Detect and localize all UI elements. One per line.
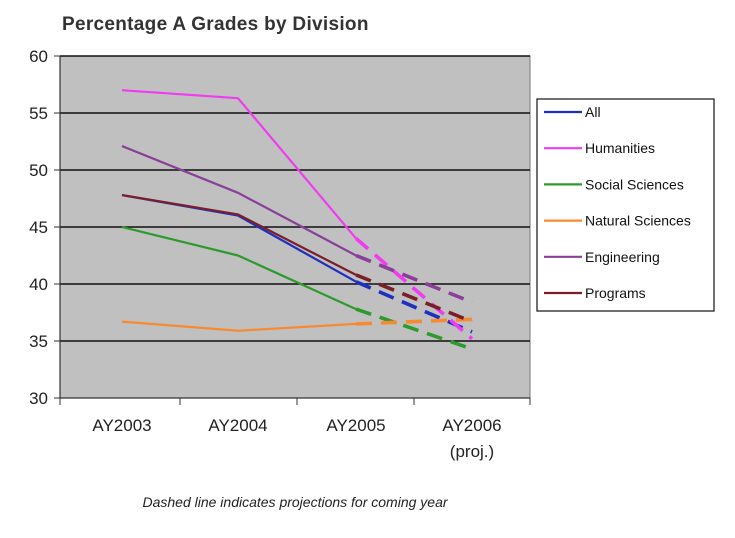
series-line	[121, 193, 357, 276]
legend-item: Social Sciences	[544, 176, 684, 192]
series-natural-sciences	[121, 317, 473, 332]
x-tick-label: AY2003	[92, 416, 151, 435]
series-projection	[355, 273, 473, 324]
y-tick-label: 60	[29, 47, 48, 66]
legend-label: Humanities	[585, 140, 655, 156]
series-projection	[354, 237, 474, 341]
legend-item: Humanities	[544, 140, 655, 156]
gridlines	[60, 55, 530, 342]
legend-label: Engineering	[585, 249, 660, 265]
legend-item: All	[544, 104, 601, 120]
legend-label: All	[585, 104, 601, 120]
series-line	[121, 145, 357, 257]
legend-item: Programs	[544, 285, 646, 301]
legend-item: Natural Sciences	[544, 213, 691, 229]
series-projection	[355, 317, 473, 326]
series-layer	[121, 89, 474, 351]
series-engineering	[121, 145, 473, 304]
legend: All Humanities Social Sciences Natural Scie…	[536, 98, 715, 312]
legend-label: Programs	[585, 285, 646, 301]
chart-title: Percentage A Grades by Division	[62, 14, 369, 35]
y-tick-label: 55	[29, 104, 48, 123]
series-humanities	[121, 89, 474, 341]
y-tick-label: 30	[29, 389, 48, 408]
series-social-sciences	[121, 225, 473, 351]
y-tick-label: 35	[29, 332, 48, 351]
series-line	[121, 320, 357, 332]
x-tick-label: AY2005	[326, 416, 385, 435]
legend-label: Natural Sciences	[585, 213, 691, 229]
projection-note: Dashed line indicates projections for co…	[142, 494, 448, 510]
y-tick-label: 40	[29, 275, 48, 294]
x-tick-label: AY2006 (proj.)	[442, 416, 501, 461]
legend-item: Engineering	[544, 249, 660, 265]
x-tick-label: AY2004	[208, 416, 267, 435]
legend-box	[536, 98, 715, 312]
y-tick-label: 45	[29, 218, 48, 237]
series-line	[121, 89, 357, 240]
series-projection	[355, 307, 473, 351]
series-line	[121, 225, 357, 311]
axes: 30 35 40 45 50 55 60 AY2003 AY2004 AY2005 AY2006 (p…	[29, 47, 531, 461]
series-programs	[121, 193, 473, 324]
series-projection	[355, 253, 473, 304]
legend-label: Social Sciences	[585, 176, 684, 192]
y-tick-label: 50	[29, 161, 48, 180]
